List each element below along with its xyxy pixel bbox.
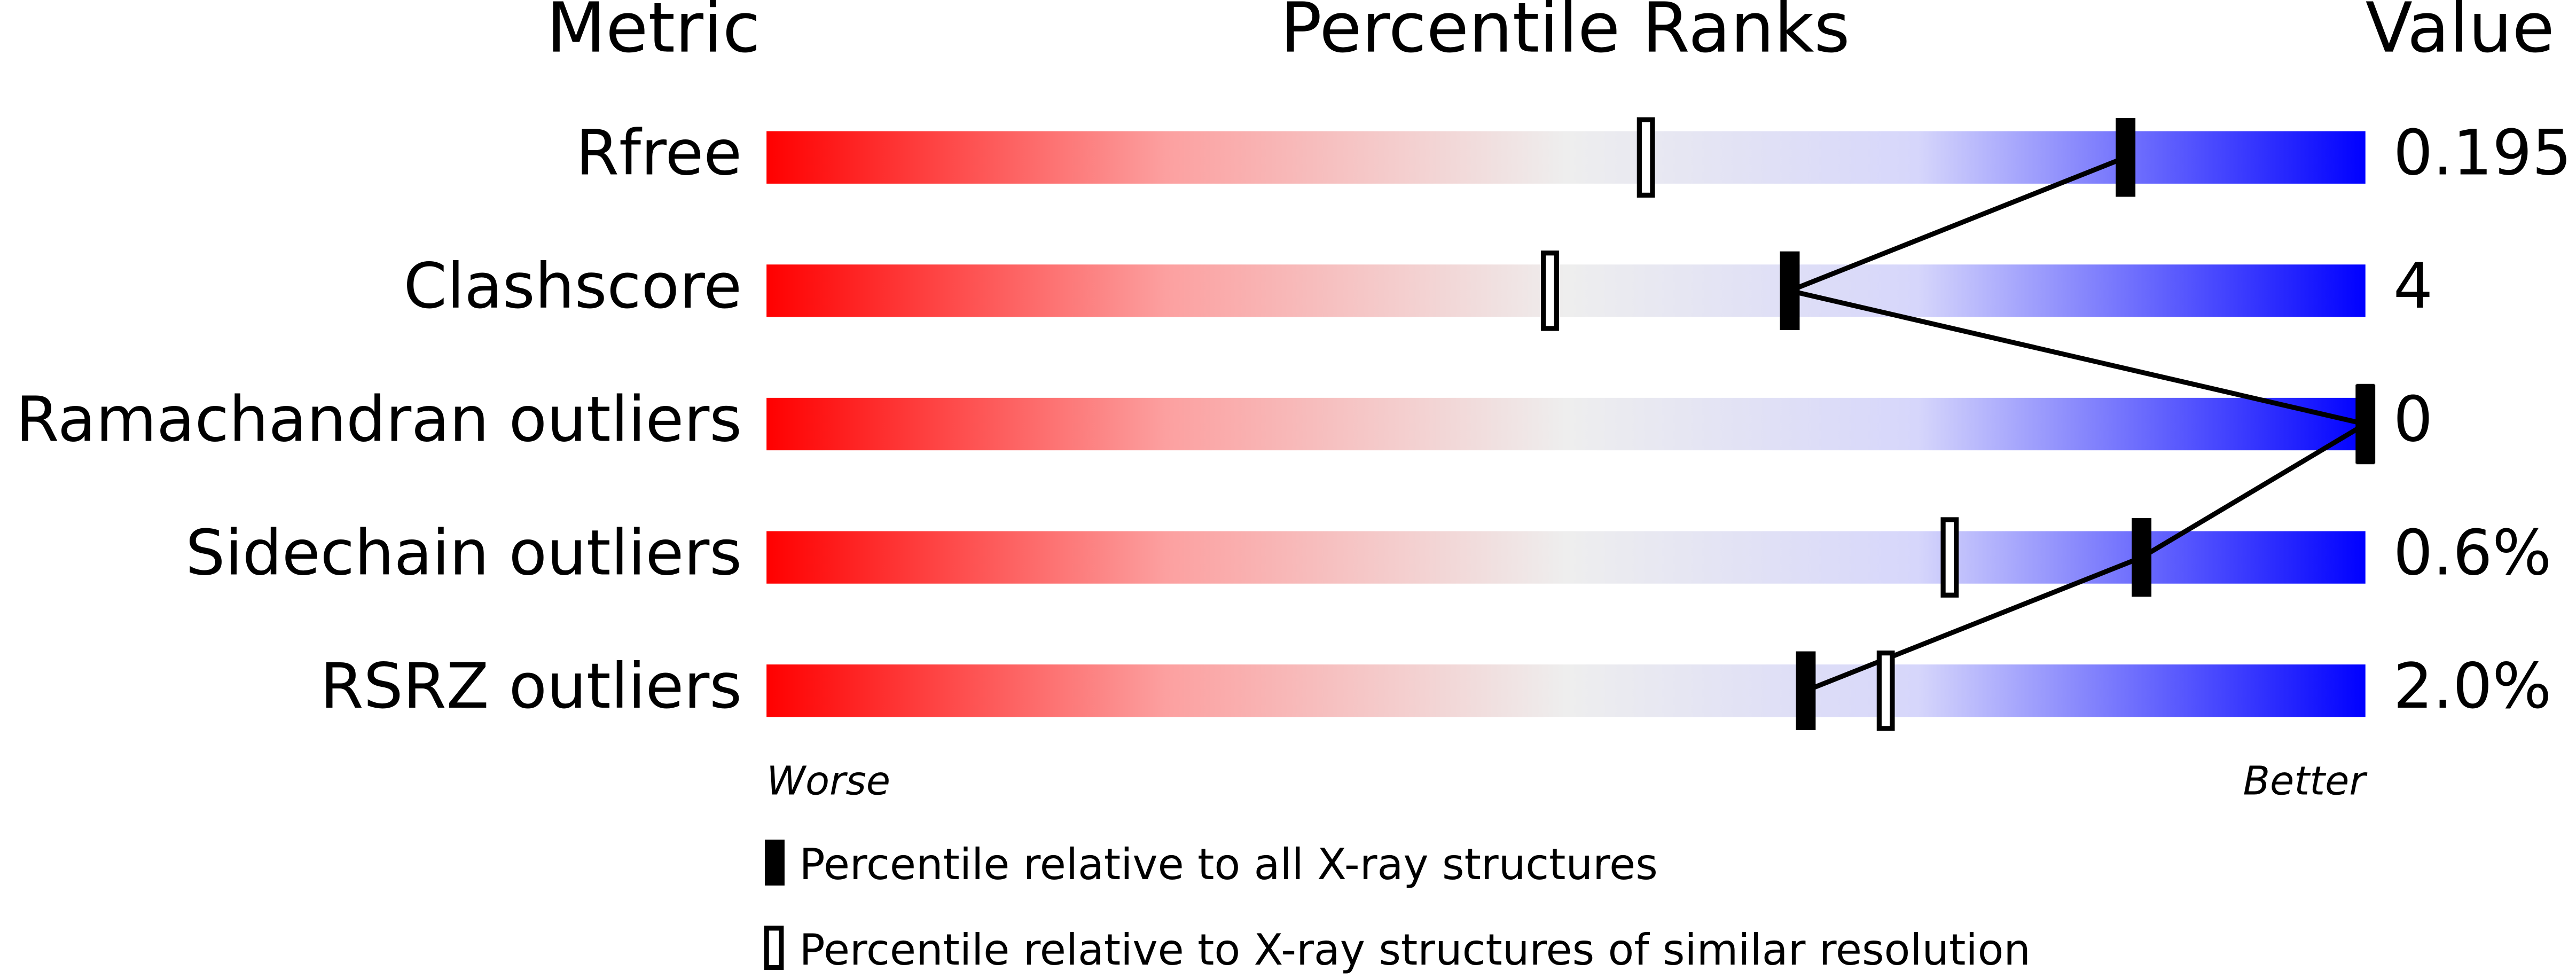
percentile-marker — [2355, 385, 2376, 464]
worse-label: Worse — [766, 759, 890, 804]
legend-swatch — [764, 926, 784, 970]
similar-percentile-marker — [1637, 117, 1655, 198]
chart-title: Percentile Ranks — [1280, 0, 1850, 68]
value-header: Value — [2366, 0, 2555, 68]
metric-value: 0.6% — [2393, 516, 2551, 589]
metric-label: Sidechain outliers — [185, 516, 742, 589]
better-label: Better — [2243, 759, 2368, 804]
metric-value: 0.195 — [2393, 116, 2572, 189]
slider-bar — [766, 664, 2366, 717]
metric-value: 4 — [2393, 250, 2433, 323]
slider-bar — [766, 531, 2366, 584]
metric-label: RSRZ outliers — [320, 650, 742, 723]
legend-label: Percentile relative to all X-ray structu… — [800, 840, 1658, 889]
percentile-marker — [2116, 118, 2136, 197]
metric-label: Rfree — [576, 116, 742, 189]
similar-percentile-marker — [1940, 517, 1959, 598]
slider-bar — [766, 264, 2366, 317]
metric-label: Clashscore — [404, 250, 742, 323]
percentile-marker — [2132, 518, 2152, 597]
metric-label: Ramachandran outliers — [16, 383, 742, 456]
slider-bar — [766, 131, 2366, 184]
percentile-marker — [1780, 251, 1800, 331]
legend-swatch — [765, 840, 785, 886]
slider-bar — [766, 397, 2366, 451]
percentile-marker — [1796, 651, 1816, 730]
similar-percentile-marker — [1541, 250, 1559, 331]
metric-value: 2.0% — [2393, 650, 2551, 723]
metric-value: 0 — [2393, 383, 2433, 456]
legend-label: Percentile relative to X-ray structures … — [800, 925, 2031, 975]
similar-percentile-marker — [1876, 651, 1895, 731]
metric-header: Metric — [546, 0, 761, 68]
